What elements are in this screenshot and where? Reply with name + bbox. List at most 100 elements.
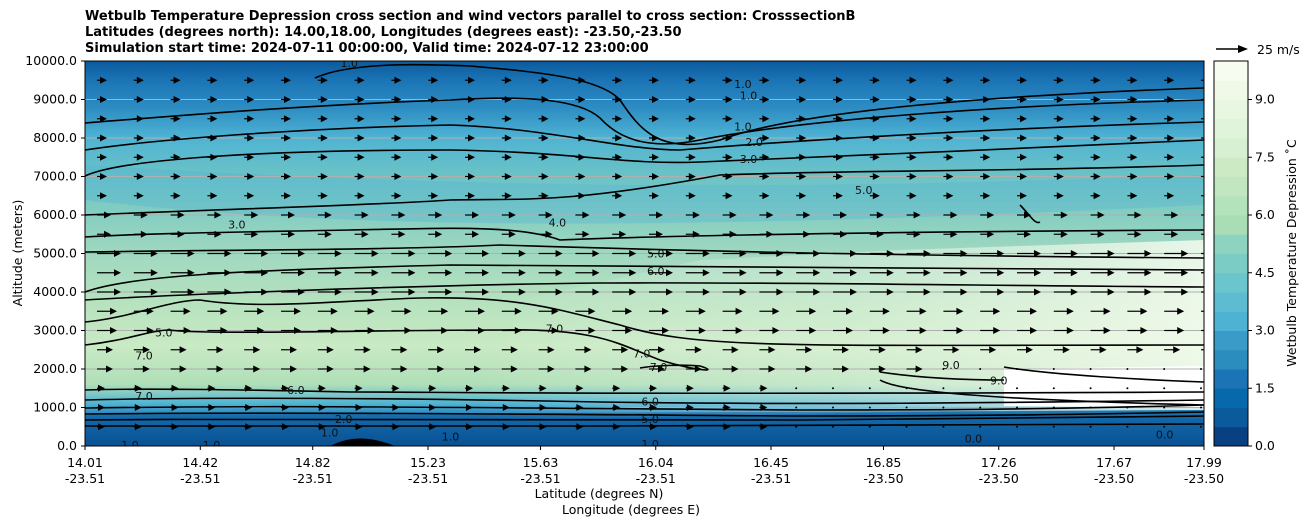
wind-vector <box>869 230 884 238</box>
wind-vector <box>906 115 917 123</box>
wind-vector <box>833 173 843 180</box>
terrain-bump <box>330 438 395 446</box>
wind-vector <box>317 346 334 354</box>
wind-vector <box>832 387 834 390</box>
wind-vector <box>354 365 371 373</box>
wind-vector <box>795 425 798 428</box>
wind-vector <box>1164 76 1175 84</box>
wind-vector <box>317 192 328 200</box>
wind-vector <box>612 153 623 161</box>
colorbar-segment <box>1214 176 1248 197</box>
wind-vector <box>980 134 991 142</box>
wind-vector <box>649 346 665 354</box>
wind-vector <box>979 387 982 390</box>
wind-vector <box>538 288 563 296</box>
wind-vector <box>575 230 590 238</box>
wind-vector <box>906 173 917 180</box>
wind-vector <box>391 173 402 180</box>
wind-vector <box>759 76 770 84</box>
quiver-key: 25 m/s <box>1216 42 1300 57</box>
wind-vector <box>133 269 158 277</box>
colorbar-tick-label: 0.0 <box>1255 438 1275 453</box>
wind-vector <box>281 134 291 142</box>
wind-vector <box>722 250 747 257</box>
wind-vector <box>906 153 917 161</box>
colorbar-segment <box>1214 157 1248 177</box>
wind-vector <box>244 192 255 200</box>
wind-vector <box>1090 211 1105 219</box>
wind-vector <box>538 211 553 219</box>
wind-vector <box>1163 368 1166 370</box>
wind-vector <box>906 327 927 334</box>
wind-vector <box>281 404 289 411</box>
wind-vector <box>428 250 453 257</box>
wind-vector <box>1127 346 1144 354</box>
wind-vector <box>133 173 144 180</box>
wind-vector <box>1201 329 1204 332</box>
x-tick-label-lat: 17.99 <box>1186 455 1222 470</box>
wind-vector <box>575 288 600 296</box>
wind-vector <box>906 192 917 200</box>
y-tick-label: 5000.0 <box>33 246 77 261</box>
filled-contour-moist-band <box>85 165 1204 224</box>
wind-vector <box>833 192 843 200</box>
wind-vector <box>501 288 526 296</box>
wind-vector <box>722 404 731 411</box>
x-tick-label-lat: 16.04 <box>638 455 674 470</box>
wind-vector <box>1016 425 1018 428</box>
wind-vector <box>943 96 954 103</box>
wind-vector <box>685 384 694 392</box>
wind-vector <box>317 384 326 392</box>
wind-vector <box>244 423 253 431</box>
wind-vector <box>759 211 774 219</box>
wind-vector <box>833 211 847 219</box>
wind-vector <box>244 230 259 238</box>
wind-vector <box>906 346 923 354</box>
wind-vector <box>722 269 747 277</box>
wind-vector <box>538 76 549 84</box>
wind-vector <box>501 423 510 431</box>
wind-vector <box>722 288 747 296</box>
wind-vector <box>97 230 111 238</box>
wind-vector <box>649 404 657 411</box>
wind-vector <box>1053 327 1074 334</box>
chart-title: Wetbulb Temperature Depression cross sec… <box>85 9 855 57</box>
wind-vector <box>1127 250 1152 257</box>
wind-vector <box>795 387 798 390</box>
wind-vector <box>1053 288 1078 296</box>
wind-vector <box>575 269 600 277</box>
x-tick-label-lon: -23.51 <box>293 471 333 486</box>
wind-vector <box>133 250 158 257</box>
wind-vector <box>391 192 402 200</box>
wind-vector <box>612 230 627 238</box>
wind-vector <box>942 425 945 428</box>
wind-vector <box>980 153 991 161</box>
wind-vector <box>685 76 696 84</box>
wind-vector <box>538 404 547 411</box>
wind-vector <box>391 230 406 238</box>
colorbar-tick-label: 1.5 <box>1255 380 1275 395</box>
wind-vector <box>391 288 416 296</box>
wind-vector <box>868 387 871 390</box>
wind-vector <box>170 404 179 411</box>
wind-vector <box>685 230 700 238</box>
wind-vector <box>317 327 338 334</box>
wind-vector <box>1090 327 1111 334</box>
wind-vector <box>538 173 549 180</box>
y-tick-label: 10000.0 <box>25 53 77 68</box>
wind-vector <box>905 406 908 409</box>
wind-vector <box>796 230 811 238</box>
wind-vector <box>501 307 522 315</box>
wind-vector <box>428 384 437 392</box>
wind-vector <box>170 269 195 277</box>
wind-vector <box>759 423 768 431</box>
wind-vector <box>465 192 475 200</box>
wind-vector <box>1017 96 1027 103</box>
wind-vector <box>943 346 960 354</box>
wind-vector <box>501 115 512 123</box>
wind-vector <box>685 192 696 200</box>
wind-vector <box>354 384 363 392</box>
wind-vector <box>685 423 694 431</box>
wind-vector <box>685 115 696 123</box>
